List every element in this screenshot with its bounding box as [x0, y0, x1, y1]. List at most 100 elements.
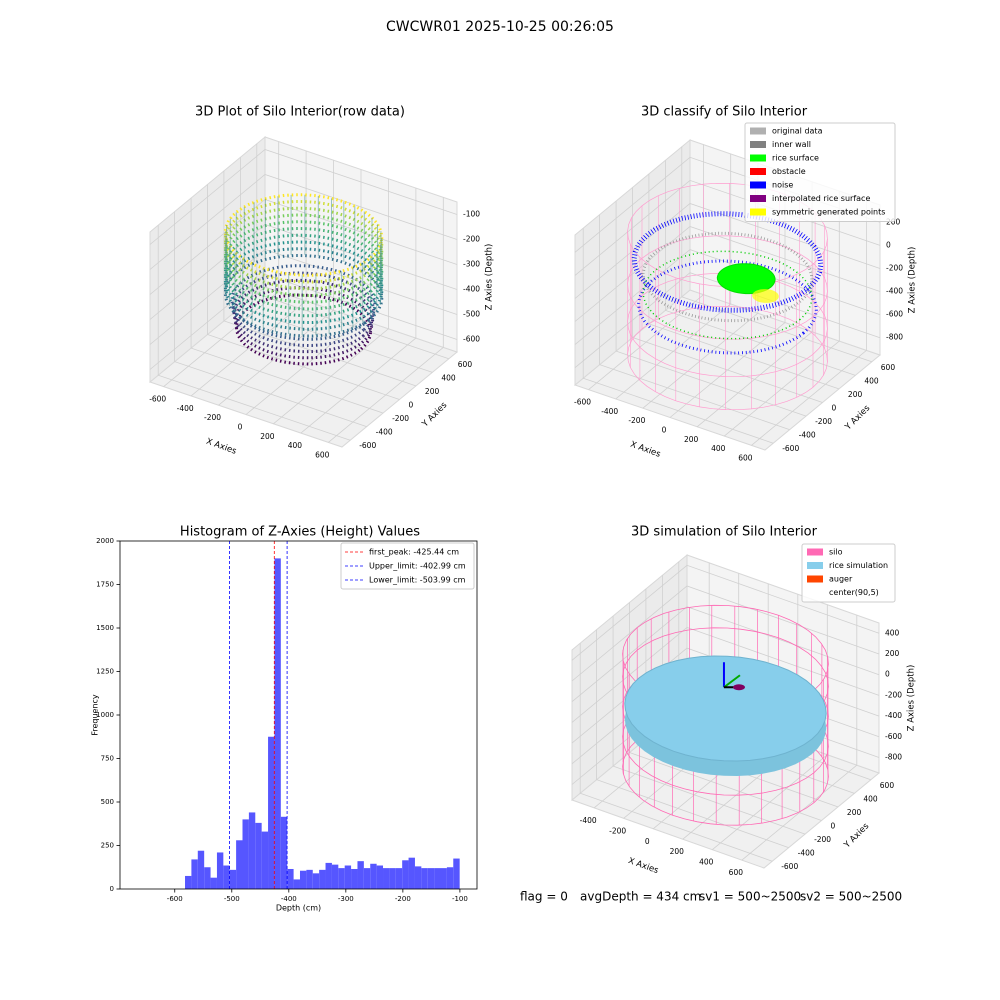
- x-tick-label: -200: [628, 416, 645, 425]
- legend-label: noise: [772, 181, 793, 190]
- bar: [197, 850, 205, 889]
- bar: [191, 859, 198, 889]
- y-tick-label: 0: [110, 885, 114, 893]
- status-flag: flag = 0: [520, 890, 568, 904]
- y-axis-label: Y Axies: [420, 400, 450, 430]
- legend-label: interpolated rice surface: [772, 194, 870, 203]
- grid-line: [615, 201, 807, 417]
- y-tick-label: -400: [376, 428, 393, 437]
- grid-line: [741, 615, 858, 861]
- grid-line: [629, 602, 822, 821]
- legend-swatch: [807, 589, 823, 596]
- legend-box: [744, 122, 896, 222]
- grid-line: [218, 160, 335, 406]
- rice-surface: [624, 655, 827, 762]
- bar: [338, 868, 345, 889]
- z-tick-label: -100: [463, 210, 480, 219]
- y-tick-label: 200: [848, 390, 863, 399]
- figure-title: CWCWR01 2025-10-25 00:26:05: [386, 19, 614, 35]
- y-tick-label: 750: [101, 755, 114, 763]
- grid-line: [571, 606, 880, 703]
- bar: [242, 819, 249, 889]
- grid-line: [751, 200, 867, 446]
- grid-line: [665, 160, 856, 376]
- bar: [280, 816, 288, 889]
- bar: [357, 861, 364, 889]
- grid-line: [574, 226, 881, 322]
- y-tick-label: 200: [847, 808, 862, 817]
- legend-swatch: [750, 195, 766, 202]
- legend-box: [801, 543, 896, 603]
- status-avg-depth: avgDepth = 434 cm: [580, 890, 701, 904]
- z-tick-label: -600: [885, 732, 902, 741]
- status-sv2: sv2 = 500~2500: [800, 890, 902, 904]
- y-tick-label: 500: [101, 798, 114, 806]
- y-axis-label: Y Axies: [842, 821, 872, 851]
- legend-swatch: [750, 141, 766, 148]
- x-tick-label: -400: [580, 816, 597, 825]
- bar: [319, 869, 326, 889]
- legend-swatch: [807, 548, 823, 556]
- point-cloud: [232, 278, 375, 354]
- y-tick-label: 1000: [96, 711, 114, 719]
- grid-line: [571, 626, 880, 723]
- bar: [299, 870, 307, 889]
- grid-line: [599, 214, 790, 430]
- auger: [732, 684, 745, 691]
- x-axis-label: X Axies: [629, 440, 662, 460]
- grid-line: [612, 616, 806, 835]
- bar: [248, 812, 256, 889]
- grid-line: [223, 170, 417, 387]
- bar: [421, 868, 428, 889]
- bar: [453, 858, 460, 889]
- legend-swatch: [750, 181, 766, 189]
- legend-swatch: [807, 575, 823, 583]
- x-tick-label: 0: [645, 837, 650, 846]
- grid-line: [157, 225, 351, 441]
- x-tick-label: -200: [609, 826, 626, 835]
- grid-line: [174, 211, 367, 427]
- x-tick-label: 400: [288, 441, 303, 450]
- x-axis-label: X Axies: [205, 437, 238, 457]
- bar: [389, 868, 396, 889]
- legend-label: obstacle: [772, 167, 806, 176]
- bar: [210, 877, 217, 889]
- point-cloud: [234, 293, 373, 366]
- bar: [414, 866, 422, 889]
- grid-line: [669, 172, 786, 418]
- grid-line: [571, 585, 880, 682]
- legend-label: inner wall: [772, 140, 811, 149]
- grid-line: [574, 249, 881, 345]
- x-tick-label: 600: [738, 453, 753, 462]
- bar: [351, 868, 358, 889]
- bar: [216, 852, 224, 889]
- legend-swatch: [750, 127, 766, 135]
- y-tick-label: 250: [101, 842, 114, 850]
- x-tick-label: -300: [338, 895, 354, 903]
- legend-label: center(90,5): [829, 588, 879, 597]
- z-tick-label: -400: [886, 287, 903, 296]
- bar: [312, 873, 320, 889]
- y-tick-label: -600: [359, 441, 376, 450]
- z-tick-label: -800: [886, 333, 903, 342]
- y-tick-label: -400: [798, 849, 815, 858]
- y-tick-label: 1500: [96, 624, 114, 632]
- x-tick-label: 0: [238, 423, 243, 432]
- z-tick-label: 0: [885, 670, 890, 679]
- z-tick-label: -400: [885, 711, 902, 720]
- x-axis-label: X Axies: [627, 856, 660, 876]
- y-tick-label: 400: [441, 373, 456, 382]
- y-axis-label: Y Axies: [843, 403, 873, 433]
- bar: [376, 865, 384, 889]
- x-tick-label: 200: [670, 847, 685, 856]
- legend-label: rice surface: [772, 154, 819, 163]
- grid-line: [207, 184, 400, 400]
- y-tick-label: 400: [863, 794, 878, 803]
- x-tick-label: 400: [711, 444, 726, 453]
- z-tick-label: -300: [463, 260, 480, 269]
- x-tick-label: -400: [177, 404, 194, 413]
- x-tick-label: -200: [395, 895, 411, 903]
- grid-line: [582, 228, 774, 444]
- x-tick-label: -100: [452, 895, 468, 903]
- y-tick-label: -200: [815, 417, 832, 426]
